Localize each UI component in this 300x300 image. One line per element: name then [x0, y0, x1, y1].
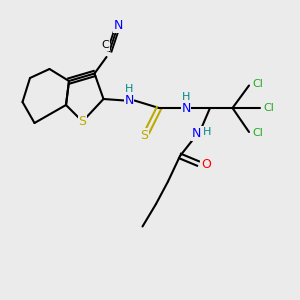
Text: N: N [114, 19, 123, 32]
Text: Cl: Cl [253, 79, 263, 89]
Text: O: O [201, 158, 211, 171]
Text: N: N [192, 127, 201, 140]
Text: Cl: Cl [263, 103, 274, 113]
Text: H: H [125, 84, 133, 94]
Text: H: H [182, 92, 190, 102]
Text: S: S [140, 129, 148, 142]
Text: N: N [124, 94, 134, 107]
Text: N: N [181, 101, 191, 115]
Text: C: C [101, 40, 109, 50]
Text: H: H [203, 127, 211, 137]
Text: Cl: Cl [253, 128, 263, 139]
Text: S: S [79, 115, 86, 128]
